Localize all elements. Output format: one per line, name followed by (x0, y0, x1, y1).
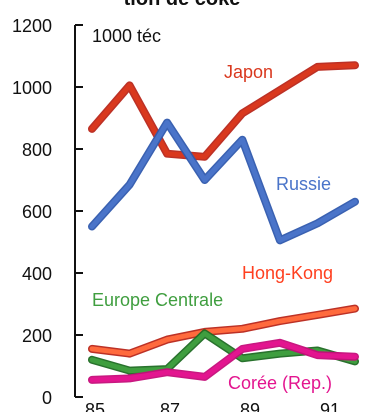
series-point (127, 83, 132, 88)
y-tick-label: 400 (22, 264, 52, 284)
series-point (315, 221, 320, 226)
series-point (315, 353, 320, 358)
series-point (202, 331, 207, 336)
y-tick-label: 200 (22, 326, 52, 346)
series-line (89, 120, 358, 243)
y-tick-label: 800 (22, 140, 52, 160)
series-point (277, 319, 282, 324)
series-point (89, 346, 95, 351)
series-point (165, 120, 170, 125)
label-layer: 0 200 400 600 800 1000 1200 85 87 89 91 Japon Russie… (12, 16, 340, 412)
series-label: Europe Centrale (92, 290, 223, 310)
series-label: Hong-Kong (242, 263, 333, 283)
series-point (127, 376, 132, 381)
y-tick-label: 1200 (12, 16, 52, 36)
series-point (352, 63, 358, 68)
series-label: Japon (224, 62, 273, 82)
unit-label: 1000 téc (92, 26, 161, 46)
y-tick-label: 1000 (12, 78, 52, 98)
series-point (277, 351, 282, 356)
cropped-title-text: tion de coke (124, 0, 241, 10)
series-label: Corée (Rep.) (228, 373, 332, 393)
series-point (352, 306, 358, 311)
series-point (89, 377, 95, 382)
series-point (127, 368, 132, 373)
series-point (240, 356, 245, 361)
series-point (240, 326, 245, 331)
series-label: Russie (276, 174, 331, 194)
series-point (315, 312, 320, 317)
x-tick-label: 89 (240, 400, 260, 412)
series-point (277, 88, 282, 93)
series-point (240, 137, 245, 142)
series-point (240, 111, 245, 116)
series-point (165, 151, 170, 156)
x-tick-label: 87 (160, 400, 180, 412)
series-line (89, 62, 358, 160)
decor-layer: tion de coke (124, 0, 241, 10)
series-point (277, 340, 282, 345)
series-layer (88, 61, 359, 384)
y-tick-label: 600 (22, 202, 52, 222)
series-point (89, 126, 95, 131)
series-point (165, 370, 170, 375)
series-point (202, 374, 207, 379)
series-point (202, 154, 207, 159)
series-point (127, 351, 132, 356)
series-point (202, 177, 207, 183)
series-point (89, 357, 95, 362)
series-point (240, 346, 245, 351)
axis-layer (74, 24, 83, 398)
series-point (315, 64, 320, 69)
series-point (352, 199, 358, 204)
series-point (127, 182, 132, 187)
y-tick-label: 0 (42, 388, 52, 408)
series-line (89, 340, 358, 383)
series-line (89, 306, 358, 357)
series-point (89, 224, 95, 229)
series-point (277, 238, 282, 243)
x-tick-label: 85 (85, 400, 105, 412)
series-point (165, 337, 170, 342)
series-point (352, 354, 358, 359)
x-tick-label: 91 (320, 400, 340, 412)
